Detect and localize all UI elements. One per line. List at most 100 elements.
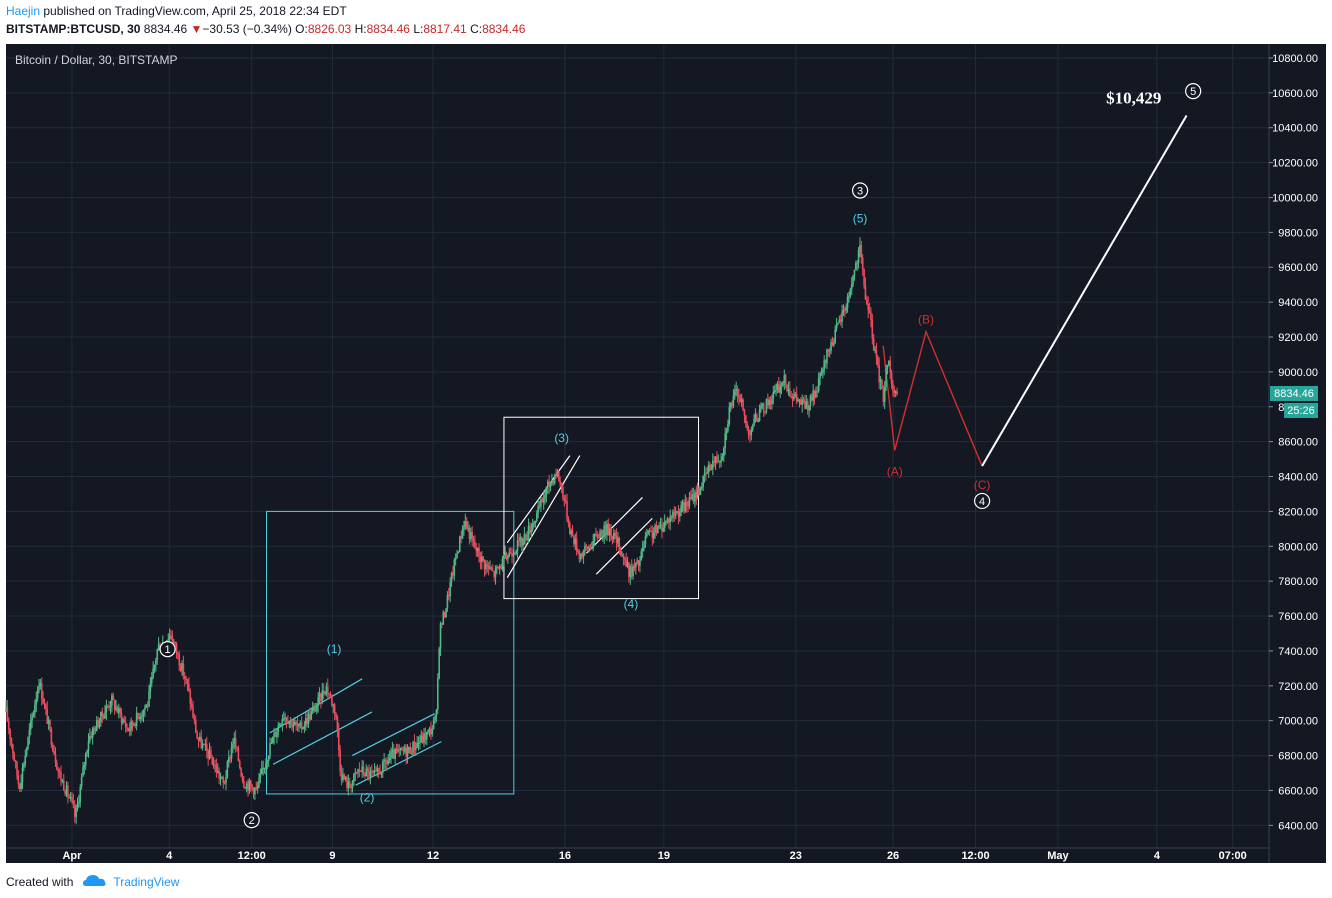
candle-body	[754, 414, 757, 419]
candle-body	[149, 683, 152, 692]
candle-body	[544, 494, 546, 499]
candle-body	[355, 772, 358, 774]
candle-body	[879, 379, 882, 383]
candle-body	[181, 663, 183, 671]
candle-body	[834, 329, 836, 343]
candle-body	[672, 511, 674, 519]
current-price-label: 8834.46	[1274, 388, 1314, 400]
candle-body	[331, 696, 333, 706]
candle-body	[604, 525, 607, 536]
candle-body	[784, 375, 787, 386]
candle-body	[14, 761, 17, 763]
candle-body	[21, 767, 24, 783]
plot-area[interactable]	[6, 44, 1269, 863]
author-link[interactable]: Haejin	[6, 4, 41, 18]
candle-body	[475, 547, 478, 551]
candle-body	[729, 403, 732, 408]
candle-body	[189, 690, 192, 705]
candle-body	[408, 746, 410, 751]
candle-body	[515, 550, 517, 554]
candle-body	[35, 698, 38, 705]
candle-body	[617, 537, 619, 544]
candle-body	[731, 403, 733, 406]
candle-body	[710, 469, 713, 471]
candle-body	[779, 386, 781, 393]
candle-body	[51, 744, 54, 751]
candle-body	[54, 754, 57, 763]
candle-body	[226, 761, 229, 777]
candle-body	[131, 720, 134, 725]
candle-body	[676, 511, 678, 514]
candle-body	[182, 663, 185, 676]
candle-body	[16, 762, 18, 776]
candle-body	[179, 665, 182, 671]
cyan-wave-label: (4)	[624, 597, 639, 611]
circled-wave-label: 2	[249, 815, 255, 827]
candle-body	[369, 771, 372, 778]
candle-body	[376, 768, 379, 772]
candle-body	[578, 551, 581, 560]
cyan-wave-label: (5)	[853, 211, 868, 225]
candle-body	[592, 540, 594, 549]
candle-body	[405, 747, 407, 757]
candle-body	[480, 556, 483, 562]
candle-body	[238, 760, 241, 768]
circled-wave-marker	[159, 641, 176, 658]
tradingview-cloud-icon	[83, 873, 107, 890]
candle-body	[768, 400, 770, 406]
candle-body	[524, 534, 527, 540]
candle-body	[582, 551, 585, 557]
candle-body	[243, 781, 245, 788]
red-wave-label: (C)	[974, 478, 991, 492]
high-label: H:	[354, 22, 367, 36]
price-tick-label: 7600.00	[1278, 611, 1318, 623]
candle-body	[489, 567, 491, 569]
candle-body	[5, 707, 7, 712]
candle-body	[885, 368, 887, 388]
candle-body	[392, 749, 395, 759]
red-wave-label: (A)	[887, 464, 903, 478]
candle-body	[541, 499, 544, 503]
candle-body	[56, 762, 58, 770]
candle-body	[657, 526, 659, 534]
candle-body	[886, 365, 889, 369]
candle-body	[298, 724, 300, 727]
candle-body	[399, 747, 402, 751]
price-tick-label: 9800.00	[1278, 227, 1318, 239]
candle-body	[750, 430, 753, 436]
candle-body	[650, 531, 652, 533]
candle-body	[101, 711, 104, 717]
candle-body	[471, 531, 473, 539]
candle-body	[452, 573, 454, 576]
candle-body	[614, 532, 616, 536]
candle-body	[626, 562, 629, 567]
tradingview-link[interactable]: TradingView	[113, 874, 180, 889]
candle-body	[502, 555, 505, 559]
candle-body	[270, 743, 273, 745]
candle-body	[120, 713, 123, 723]
candle-body	[461, 528, 464, 539]
candle-body	[50, 728, 53, 745]
candle-body	[724, 433, 726, 449]
candle-body	[211, 758, 214, 765]
candle-body	[204, 744, 207, 746]
candle-body	[215, 765, 218, 773]
candle-body	[419, 742, 421, 744]
candle-body	[318, 693, 321, 698]
footer: Created with TradingView	[6, 873, 179, 890]
candle-body	[849, 289, 852, 296]
candle-body	[725, 431, 728, 434]
candle-body	[877, 357, 879, 366]
candle-body	[776, 383, 779, 390]
candle-body	[709, 464, 711, 470]
candle-body	[560, 483, 563, 488]
candle-body	[403, 747, 406, 752]
candle-body	[654, 525, 656, 534]
candle-body	[491, 570, 494, 572]
time-tick-label: 12:00	[238, 850, 266, 862]
candle-body	[511, 553, 513, 557]
price-axis[interactable]	[1269, 44, 1326, 863]
candle-body	[435, 709, 438, 717]
candle-body	[346, 777, 348, 789]
